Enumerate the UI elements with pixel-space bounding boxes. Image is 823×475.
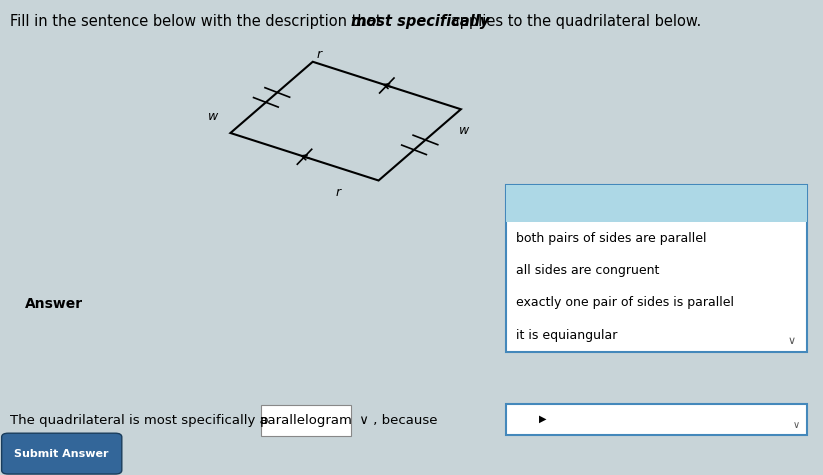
Text: Fill in the sentence below with the description that: Fill in the sentence below with the desc…	[10, 14, 386, 29]
Text: both pairs of sides are parallel: both pairs of sides are parallel	[516, 231, 706, 245]
Text: Submit Answer: Submit Answer	[15, 448, 109, 459]
Text: r: r	[336, 186, 341, 199]
Text: w: w	[459, 124, 469, 137]
Text: w: w	[208, 110, 218, 123]
Text: applies to the quadrilateral below.: applies to the quadrilateral below.	[446, 14, 701, 29]
Text: ∨: ∨	[788, 336, 796, 346]
Text: ∨ , because: ∨ , because	[355, 414, 437, 427]
Text: Answer: Answer	[25, 297, 83, 311]
Text: ∨: ∨	[793, 420, 800, 430]
Text: r: r	[317, 48, 322, 61]
Text: it is equiangular: it is equiangular	[516, 329, 617, 342]
Text: parallelogram: parallelogram	[260, 414, 352, 427]
Text: ▶: ▶	[539, 414, 546, 424]
Text: exactly one pair of sides is parallel: exactly one pair of sides is parallel	[516, 296, 734, 309]
Text: all sides are congruent: all sides are congruent	[516, 264, 659, 277]
Text: The quadrilateral is most specifically a: The quadrilateral is most specifically a	[10, 414, 272, 427]
Text: most specifically: most specifically	[351, 14, 490, 29]
